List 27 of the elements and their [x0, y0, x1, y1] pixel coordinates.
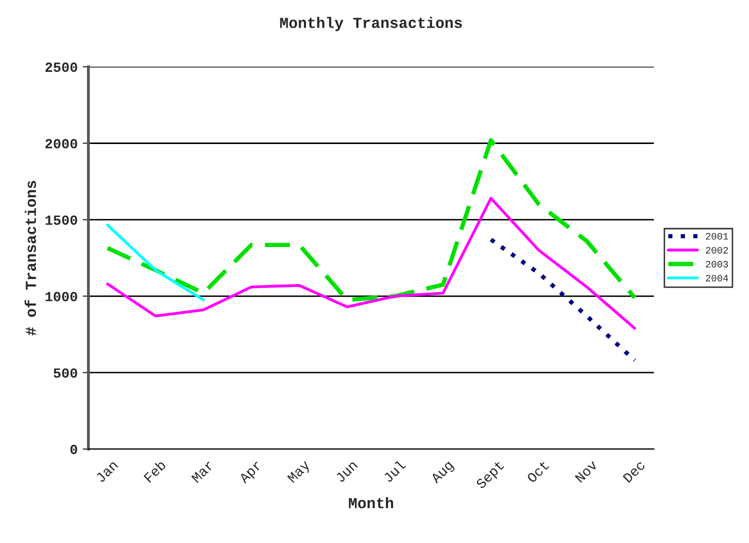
y-tick-label: 2000 — [45, 138, 78, 148]
x-tick-label: May — [287, 460, 312, 485]
x-tick-label: Jun — [335, 460, 358, 483]
y-tick-label: 0 — [70, 444, 78, 454]
y-axis-title: # of Transactions — [24, 180, 36, 336]
y-tick-label: 1500 — [46, 215, 78, 225]
y-tick-label: 2500 — [45, 62, 78, 72]
x-tick-label: Jul — [382, 459, 406, 483]
x-tick-label: Feb — [142, 459, 166, 483]
x-tick-label: Mar — [191, 460, 214, 484]
x-tick-label: Nov — [574, 460, 598, 483]
line-series — [106, 196, 636, 330]
x-tick-label: Apr — [238, 460, 264, 486]
y-tick-label: 500 — [54, 368, 78, 378]
x-tick-label: Jan — [96, 460, 118, 483]
line-series — [105, 138, 637, 302]
legend-label: 2003 — [706, 260, 728, 268]
legend-label: 2001 — [706, 233, 728, 240]
y-tick-label: 1000 — [46, 292, 78, 302]
x-tick-label: Dec — [622, 460, 646, 483]
legend-label: 2002 — [706, 246, 728, 254]
x-tick-label: Aug — [430, 460, 456, 486]
x-axis-title: Month — [348, 497, 394, 508]
legend-label: 2004 — [706, 274, 728, 282]
line-series — [488, 237, 637, 362]
chart-title: Monthly Transactions — [280, 16, 462, 32]
x-tick-label: Oct — [526, 460, 550, 484]
